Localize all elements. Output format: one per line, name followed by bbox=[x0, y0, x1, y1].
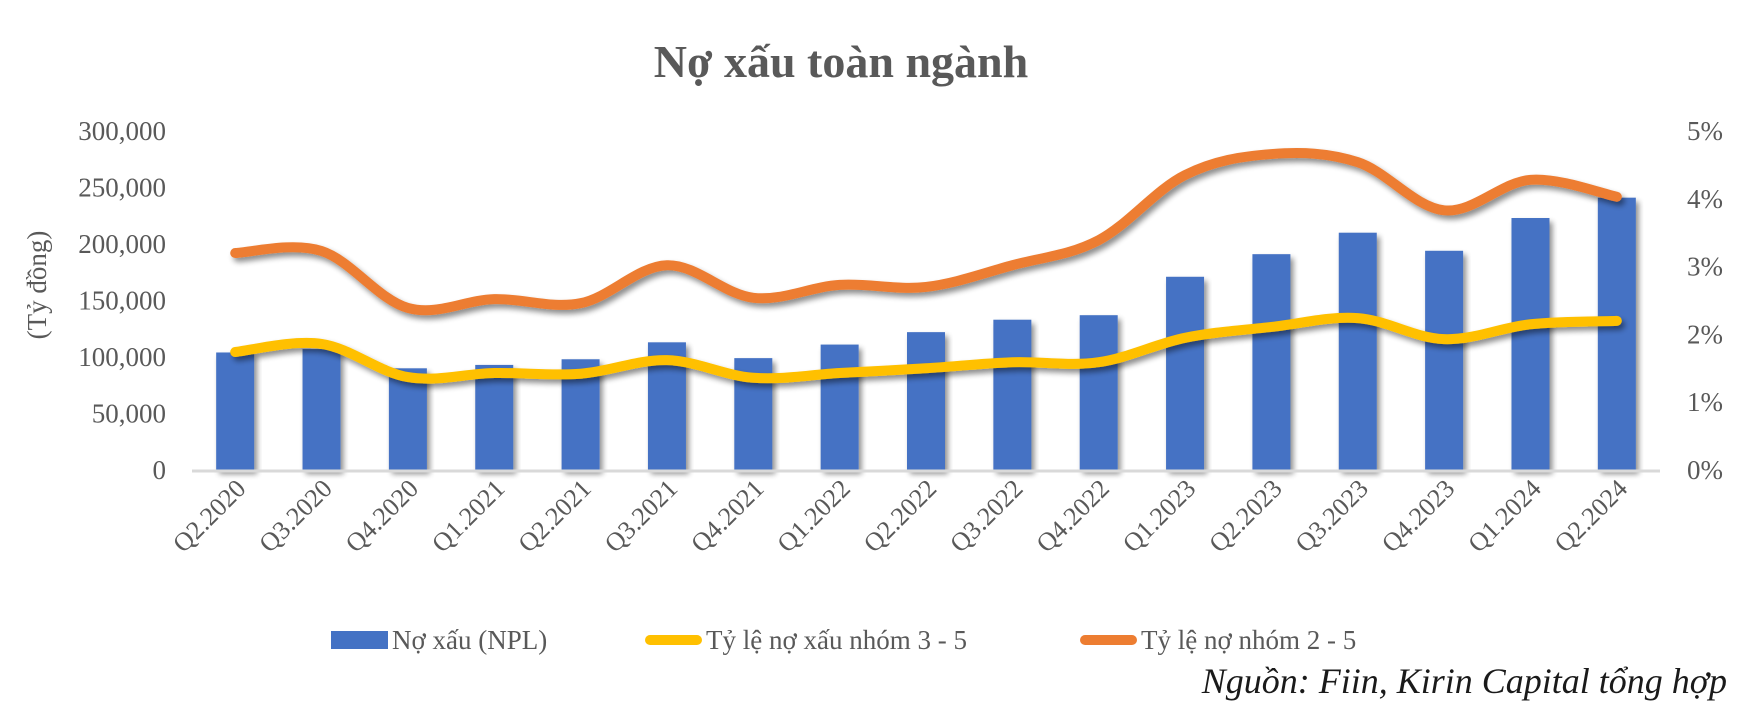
y2-tick-label: 1% bbox=[1687, 387, 1723, 417]
x-tick-label: Q2.2023 bbox=[1203, 474, 1287, 558]
bar-Q1.2022 bbox=[820, 344, 859, 470]
bar-Q1.2024 bbox=[1511, 218, 1550, 470]
y2-tick-label: 5% bbox=[1687, 116, 1723, 146]
right-axis-ticks: 0% 1% 2% 3% 4% 5% bbox=[1687, 116, 1723, 485]
legend: Nợ xấu (NPL) Tỷ lệ nợ xấu nhóm 3 - 5 Tỷ lệ… bbox=[331, 625, 1356, 655]
bar-Q2.2020 bbox=[216, 352, 255, 470]
x-tick-label: Q3.2022 bbox=[944, 474, 1028, 558]
y-tick-label: 150,000 bbox=[78, 286, 166, 316]
bar-Q3.2022 bbox=[993, 319, 1032, 470]
legend-label: Tỷ lệ nợ xấu nhóm 3 - 5 bbox=[706, 625, 967, 655]
npl-bars bbox=[216, 197, 1636, 471]
bar-Q2.2022 bbox=[907, 332, 945, 470]
y-tick-label: 100,000 bbox=[78, 342, 166, 372]
legend-swatch-bar bbox=[331, 631, 388, 649]
y-tick-label: 0 bbox=[153, 455, 167, 485]
x-tick-label: Q3.2021 bbox=[599, 474, 683, 558]
legend-label: Tỷ lệ nợ nhóm 2 - 5 bbox=[1141, 625, 1356, 655]
x-tick-label: Q2.2024 bbox=[1549, 474, 1633, 558]
chart-title: Nợ xấu toàn ngành bbox=[654, 36, 1028, 87]
line-series-1 bbox=[230, 148, 1622, 316]
x-tick-label: Q3.2020 bbox=[253, 474, 337, 558]
x-tick-label: Q2.2022 bbox=[858, 474, 942, 558]
bar-Q4.2023 bbox=[1425, 250, 1464, 470]
legend-label: Nợ xấu (NPL) bbox=[392, 625, 547, 655]
y-axis-title: (Tỷ đồng) bbox=[22, 231, 52, 340]
x-axis-ticks: Q2.2020 Q3.2020 Q4.2020 Q1.2021 Q2.2021 Q3.20… bbox=[167, 474, 1633, 558]
legend-item-1: Tỷ lệ nợ xấu nhóm 3 - 5 bbox=[645, 625, 967, 655]
legend-item-2: Tỷ lệ nợ nhóm 2 - 5 bbox=[1080, 625, 1356, 655]
bar-Q2.2023 bbox=[1252, 254, 1291, 470]
x-tick-label: Q2.2021 bbox=[512, 474, 596, 558]
left-axis-ticks: 0 50,000 100,000 150,000 200,000 250,000 300,0… bbox=[78, 116, 166, 485]
source-note: Nguồn: Fiin, Kirin Capital tổng hợp bbox=[1201, 661, 1727, 701]
x-tick-label: Q4.2022 bbox=[1031, 474, 1115, 558]
x-tick-label: Q1.2023 bbox=[1117, 474, 1201, 558]
legend-item-0: Nợ xấu (NPL) bbox=[331, 625, 547, 655]
x-tick-label: Q2.2020 bbox=[167, 474, 251, 558]
x-tick-label: Q1.2021 bbox=[426, 474, 510, 558]
x-tick-label: Q4.2023 bbox=[1376, 474, 1460, 558]
bar-Q4.2020 bbox=[388, 368, 427, 470]
y-tick-label: 200,000 bbox=[78, 229, 166, 259]
bar-Q3.2020 bbox=[302, 349, 341, 470]
y-tick-label: 50,000 bbox=[92, 399, 166, 429]
y2-tick-label: 2% bbox=[1687, 319, 1723, 349]
x-tick-label: Q1.2022 bbox=[772, 474, 856, 558]
y2-tick-label: 3% bbox=[1687, 252, 1723, 282]
bar-Q1.2021 bbox=[475, 364, 514, 470]
bar-Q2.2024 bbox=[1597, 197, 1636, 471]
x-tick-label: Q1.2024 bbox=[1462, 474, 1546, 558]
ratio-lines bbox=[230, 148, 1622, 384]
y2-tick-label: 0% bbox=[1687, 455, 1723, 485]
line-series-0 bbox=[230, 312, 1622, 384]
y-tick-label: 250,000 bbox=[78, 173, 166, 203]
bar-Q1.2023 bbox=[1166, 276, 1205, 470]
bar-Q3.2023 bbox=[1338, 232, 1377, 470]
y-tick-label: 300,000 bbox=[78, 116, 166, 146]
y2-tick-label: 4% bbox=[1687, 184, 1723, 214]
x-tick-label: Q4.2020 bbox=[340, 474, 424, 558]
bar-Q4.2022 bbox=[1079, 315, 1118, 470]
x-tick-label: Q4.2021 bbox=[685, 474, 769, 558]
x-tick-label: Q3.2023 bbox=[1290, 474, 1374, 558]
